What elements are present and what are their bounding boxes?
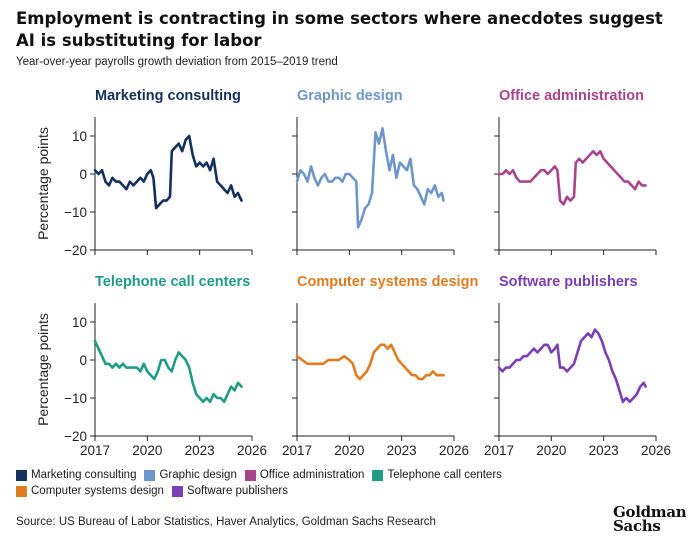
legend-label: Graphic design bbox=[159, 469, 237, 481]
y-tick-label: 10 bbox=[72, 315, 87, 330]
panel-title: Computer systems design bbox=[297, 274, 478, 290]
legend-swatch bbox=[144, 469, 156, 481]
legend: Marketing consulting Graphic design Office… bbox=[16, 467, 656, 499]
legend-label: Marketing consulting bbox=[31, 469, 137, 481]
y-tick-label: −10 bbox=[64, 391, 87, 406]
logo-line-1: Goldman bbox=[613, 503, 687, 521]
legend-item: Marketing consulting bbox=[16, 467, 136, 483]
legend-label: Software publishers bbox=[186, 485, 288, 497]
series-line bbox=[295, 127, 445, 229]
panel-title: Office administration bbox=[499, 88, 644, 104]
legend-item: Computer systems design bbox=[16, 483, 164, 499]
x-tick-label: 2017 bbox=[80, 443, 110, 458]
y-tick-label: 10 bbox=[72, 129, 87, 144]
legend-item: Graphic design bbox=[144, 467, 237, 483]
x-tick-label: 2017 bbox=[282, 443, 312, 458]
legend-swatch bbox=[372, 469, 384, 481]
legend-item: Office administration bbox=[244, 467, 365, 483]
y-axis-title: Percentage points bbox=[35, 127, 51, 240]
x-tick-label: 2020 bbox=[132, 443, 162, 458]
goldman-sachs-logo: Goldman Sachs bbox=[613, 503, 687, 535]
x-tick-label: 2023 bbox=[387, 443, 417, 458]
legend-swatch bbox=[171, 485, 183, 497]
y-tick-label: 0 bbox=[79, 353, 87, 368]
panel-title: Marketing consulting bbox=[95, 88, 241, 104]
chart-title: Employment is contracting in some sector… bbox=[16, 9, 663, 50]
series-line bbox=[497, 328, 647, 404]
legend-swatch bbox=[16, 485, 27, 497]
panel-title: Graphic design bbox=[297, 88, 403, 104]
y-tick-label: −10 bbox=[64, 205, 87, 220]
small-multiples-chart: Marketing consulting 10 0 −10 −20 Percentage … bbox=[35, 88, 671, 458]
legend-label: Telephone call centers bbox=[387, 469, 502, 481]
x-tick-label: 2023 bbox=[589, 443, 619, 458]
chart-subtitle: Year-over-year payrolls growth deviation… bbox=[16, 56, 338, 68]
legend-swatch bbox=[16, 469, 27, 481]
x-tick-label: 2026 bbox=[641, 443, 671, 458]
legend-label: Computer systems design bbox=[31, 485, 164, 497]
y-tick-label: −20 bbox=[64, 429, 87, 444]
x-tick-label: 2023 bbox=[185, 443, 215, 458]
y-axis-title: Percentage points bbox=[35, 313, 51, 426]
legend-label: Office administration bbox=[259, 469, 365, 481]
series-line bbox=[93, 134, 243, 210]
x-tick-label: 2017 bbox=[484, 443, 514, 458]
legend-item: Software publishers bbox=[171, 483, 288, 499]
legend-item: Telephone call centers bbox=[372, 467, 502, 483]
series-line bbox=[93, 339, 243, 404]
x-tick-label: 2026 bbox=[439, 443, 469, 458]
source-note: Source: US Bureau of Labor Statistics, H… bbox=[16, 516, 436, 528]
x-tick-label: 2026 bbox=[237, 443, 267, 458]
legend-swatch bbox=[244, 469, 256, 481]
logo-line-2: Sachs bbox=[613, 517, 661, 535]
y-tick-label: −20 bbox=[64, 243, 87, 258]
x-tick-label: 2020 bbox=[334, 443, 364, 458]
series-line bbox=[497, 149, 647, 206]
panel-title: Software publishers bbox=[499, 274, 638, 290]
series-line bbox=[295, 343, 445, 381]
x-tick-label: 2020 bbox=[536, 443, 566, 458]
y-tick-label: 0 bbox=[79, 167, 87, 182]
panel-title: Telephone call centers bbox=[95, 274, 250, 290]
